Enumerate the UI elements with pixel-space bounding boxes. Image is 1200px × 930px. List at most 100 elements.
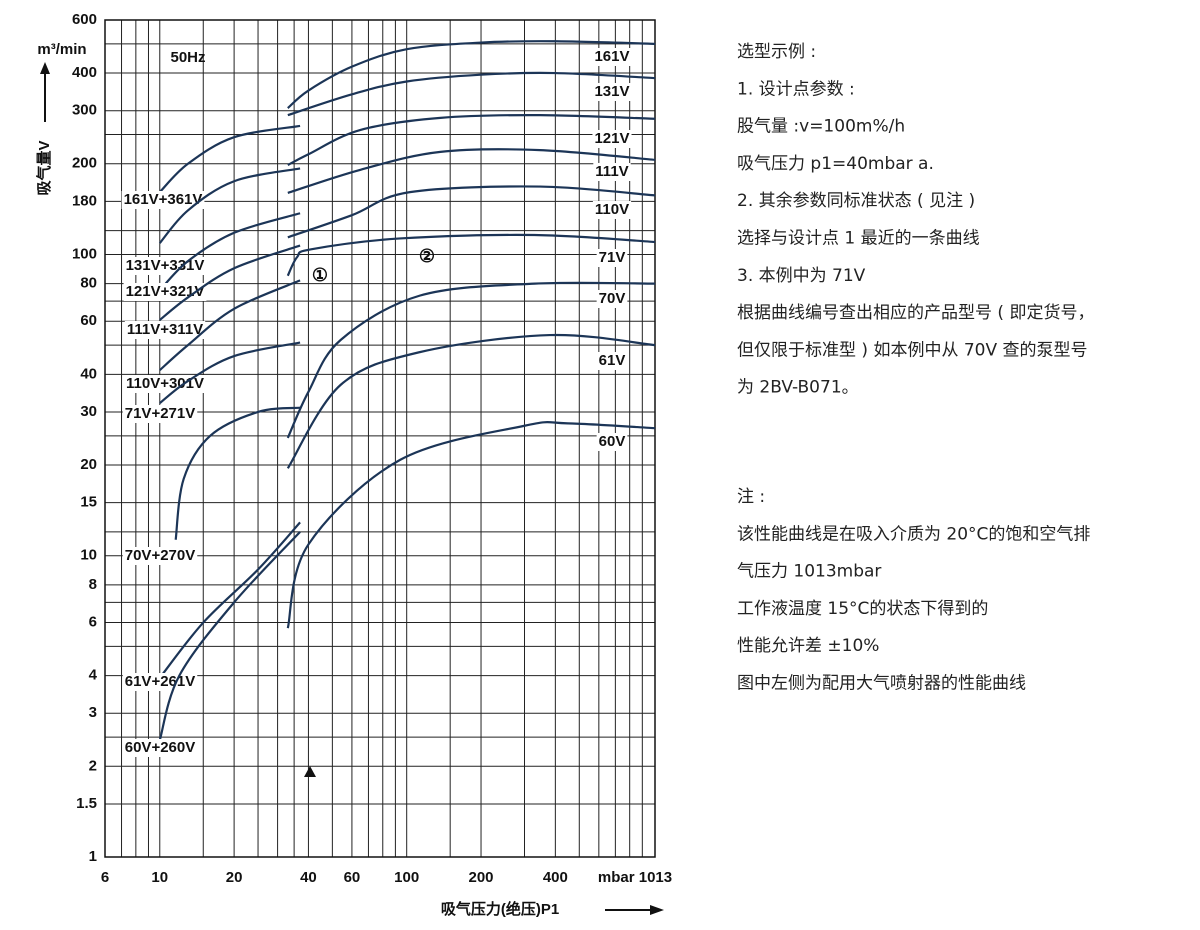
side-text: 该性能曲线是在吸入介质为 20°C的饱和空气排 <box>737 524 1090 544</box>
label-bg <box>596 352 628 370</box>
curve <box>174 406 301 540</box>
curve-label: 131V+331V <box>126 257 205 274</box>
y-tick-label: 3 <box>89 704 97 721</box>
plot-frame <box>104 19 656 858</box>
side-text: 1. 设计点参数 : <box>737 79 855 99</box>
x-tick-label: 400 <box>543 869 568 886</box>
curve <box>158 212 301 292</box>
x-tick-label: 10 <box>151 869 168 886</box>
y-tick-label: 300 <box>72 102 97 119</box>
y-tick-label: 60 <box>80 312 97 329</box>
curve <box>287 40 656 109</box>
curve-label: 111V+311V <box>127 321 203 338</box>
y-tick-label: 2 <box>89 757 97 774</box>
y-tick-label: 4 <box>89 667 98 684</box>
curve-label: 71V <box>599 249 626 266</box>
curve-label: 111V <box>595 163 628 180</box>
label-bg <box>124 375 206 393</box>
label-bg <box>592 130 632 148</box>
curve <box>158 167 301 244</box>
side-text: 为 2BV-B071。 <box>737 378 859 398</box>
curve-label: 121V <box>594 130 629 147</box>
side-text: 注 : <box>737 487 765 507</box>
label-bg <box>592 48 632 66</box>
label-bg <box>123 283 207 301</box>
curve-label: 61V <box>599 352 626 369</box>
y-tick-label: 30 <box>80 403 97 420</box>
y-tick-label: 1.5 <box>76 795 97 812</box>
curve <box>159 341 301 404</box>
curve-label: 110V+301V <box>126 375 204 392</box>
side-text: 选型示例 : <box>737 42 816 62</box>
label-bg <box>122 739 198 757</box>
curve <box>158 521 301 679</box>
y-tick-label: 600 <box>72 11 97 28</box>
side-text: 吸气压力 p1=40mbar a. <box>737 154 934 174</box>
label-bg <box>122 547 198 565</box>
y-tick-label: 400 <box>72 64 97 81</box>
curve-label: 71V+271V <box>125 405 195 422</box>
curve <box>286 421 656 629</box>
side-text: 工作液温度 15°C的状态下得到的 <box>737 599 988 619</box>
curve-label: 121V+321V <box>126 283 205 300</box>
x-tick-label: 6 <box>101 869 109 886</box>
side-text: 但仅限于标准型 ) 如本例中从 70V 查的泵型号 <box>737 340 1088 360</box>
curve-label: 70V+270V <box>125 547 195 564</box>
x-tick-label: 60 <box>344 869 361 886</box>
side-text: 性能允许差 ±10% <box>737 636 879 656</box>
side-text: 股气量 :v=100m%/h <box>737 117 905 137</box>
y-tick-label: 8 <box>89 576 97 593</box>
side-text: 选择与设计点 1 最近的一条曲线 <box>737 229 980 249</box>
label-bg <box>596 249 628 267</box>
design-point-marker <box>304 766 316 777</box>
label-bg <box>123 257 207 275</box>
curve <box>158 124 301 193</box>
y-tick-label: 10 <box>80 547 97 564</box>
curve <box>287 148 656 194</box>
curve <box>158 531 301 741</box>
label-bg <box>121 191 205 209</box>
label-bg <box>592 83 632 101</box>
annotation: ① <box>312 265 328 285</box>
x-tick-label: 200 <box>469 869 494 886</box>
x-tick-label: mbar 1013 <box>598 869 672 886</box>
curve <box>286 281 656 439</box>
curve <box>286 233 656 277</box>
y-tick-label: 200 <box>72 155 97 172</box>
y-unit: m³/min <box>37 41 86 58</box>
side-text: 气压力 1013mbar <box>737 562 881 582</box>
curve-label: 70V <box>599 290 626 307</box>
x-arrow-head <box>650 905 664 915</box>
curve-label: 161V <box>594 48 629 65</box>
x-axis-label: 吸气压力(绝压)P1 <box>441 900 559 918</box>
side-text: 图中左侧为配用大气喷射器的性能曲线 <box>737 674 1026 694</box>
side-text: 2. 其余参数同标准状态 ( 见注 ) <box>737 191 975 211</box>
y-tick-label: 180 <box>72 192 97 209</box>
x-tick-label: 40 <box>300 869 317 886</box>
y-tick-label: 80 <box>80 275 97 292</box>
y-tick-label: 6 <box>89 614 97 631</box>
curve <box>159 279 301 371</box>
y-axis-label: 吸气量V <box>35 140 53 195</box>
y-arrow-head <box>40 62 50 74</box>
y-tick-label: 15 <box>80 494 97 511</box>
curve <box>159 244 301 321</box>
curve-label: 61V+261V <box>125 673 195 690</box>
x-tick-label: 100 <box>394 869 419 886</box>
curve <box>287 185 656 239</box>
y-tick-label: 20 <box>80 456 97 473</box>
label-bg <box>596 433 628 451</box>
y-tick-label: 100 <box>72 245 97 262</box>
annotation: ② <box>419 246 435 266</box>
label-bg <box>593 163 631 181</box>
label-bg <box>124 321 206 339</box>
y-tick-label: 1 <box>89 848 97 865</box>
curve <box>287 71 656 117</box>
side-text: 3. 本例中为 71V <box>737 266 866 286</box>
curve-label: 131V <box>594 83 629 100</box>
y-tick-label: 40 <box>80 365 97 382</box>
label-bg <box>592 201 632 219</box>
curve-label: 60V+260V <box>125 739 195 756</box>
curve-label: 110V <box>595 201 629 218</box>
curve <box>287 114 656 167</box>
